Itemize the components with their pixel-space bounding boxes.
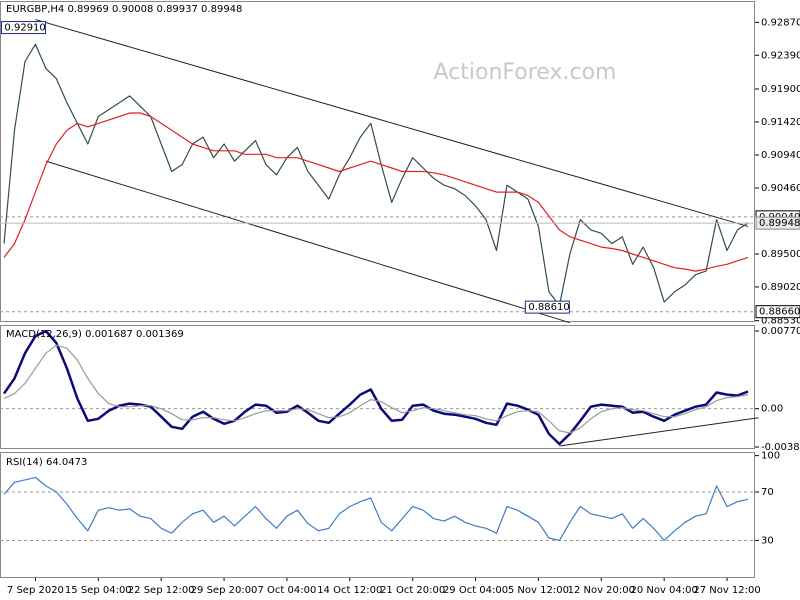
trend-line <box>559 417 759 447</box>
y-tick-label: 100 <box>761 451 780 462</box>
annotation-box <box>0 21 46 35</box>
y-tick-label: 0.88530 <box>761 316 800 327</box>
x-tick-label: 29 Sep 20:00 <box>191 585 258 596</box>
series-line <box>3 344 749 434</box>
panel-frame <box>0 325 755 449</box>
trend-line <box>45 160 571 324</box>
level-label: 0.88660 <box>759 307 800 318</box>
annotation-box <box>524 300 570 314</box>
annotation-label: 0.92910 <box>4 23 45 34</box>
y-tick-label: 0.92390 <box>761 50 800 61</box>
y-tick-label: 30 <box>761 535 774 546</box>
x-tick-label: 22 Sep 12:00 <box>128 585 195 596</box>
y-tick-label: 0.92870 <box>761 17 800 28</box>
panel-frame <box>0 1 755 322</box>
x-tick-label: 7 Oct 04:00 <box>258 585 317 596</box>
x-tick-label: 15 Sep 04:00 <box>65 585 132 596</box>
macd-title: MACD(12,26,9) 0.001687 0.001369 <box>6 329 184 340</box>
y-tick-label: 0.90460 <box>761 183 800 194</box>
series-line <box>3 43 749 307</box>
series-line <box>3 112 749 272</box>
x-tick-label: 27 Nov 12:00 <box>693 585 760 596</box>
annotation-label: 0.88610 <box>528 302 569 313</box>
x-tick-label: 12 Nov 20:00 <box>568 585 635 596</box>
level-label-box <box>755 305 800 319</box>
x-tick-label: 7 Sep 2020 <box>7 585 64 596</box>
y-tick-label: 0.00 <box>761 404 783 415</box>
watermark: ActionForex.com <box>434 60 617 85</box>
x-tick-label: 21 Oct 20:00 <box>380 585 445 596</box>
y-tick-label: 0.91420 <box>761 117 800 128</box>
trend-line <box>35 19 749 227</box>
current-price-label: 0.89948 <box>759 218 800 229</box>
y-tick-label: 0.89020 <box>761 282 800 293</box>
y-tick-label: -0.003804 <box>761 442 800 453</box>
current-price-box <box>755 216 800 230</box>
x-tick-label: 5 Nov 12:00 <box>508 585 569 596</box>
y-tick-label: 70 <box>761 487 774 498</box>
panel-frame <box>0 452 755 578</box>
x-tick-label: 20 Nov 04:00 <box>630 585 697 596</box>
chart-title: EURGBP,H4 0.89969 0.90008 0.89937 0.8994… <box>6 4 242 15</box>
series-line <box>3 476 749 541</box>
x-tick-label: 14 Oct 12:00 <box>317 585 382 596</box>
y-tick-label: 0.90940 <box>761 150 800 161</box>
x-tick-label: 29 Oct 04:00 <box>443 585 508 596</box>
y-tick-label: 0.91900 <box>761 84 800 95</box>
rsi-title: RSI(14) 64.0473 <box>6 457 87 468</box>
y-tick-label: 0.89500 <box>761 249 800 260</box>
y-tick-label: 0.007704 <box>761 326 800 337</box>
